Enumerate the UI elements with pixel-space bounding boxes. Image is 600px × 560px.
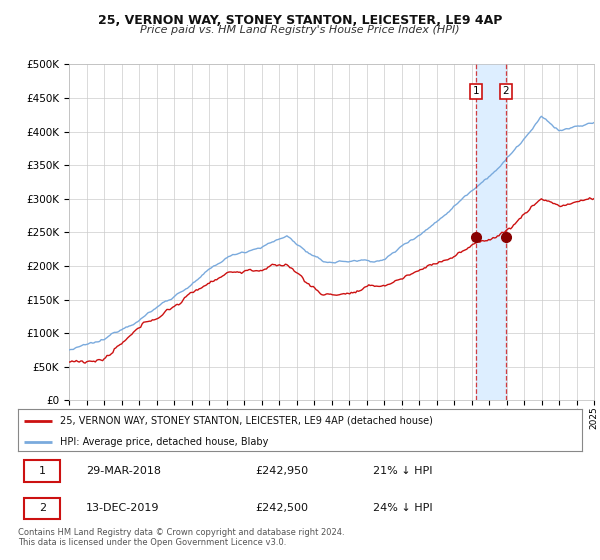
Bar (476, 64, 506, 400)
Text: HPI: Average price, detached house, Blaby: HPI: Average price, detached house, Blab… (60, 437, 269, 446)
Text: 21% ↓ HPI: 21% ↓ HPI (373, 466, 433, 476)
Text: £242,950: £242,950 (255, 466, 308, 476)
FancyBboxPatch shape (23, 460, 60, 482)
Text: 24% ↓ HPI: 24% ↓ HPI (373, 503, 433, 513)
Text: £242,500: £242,500 (255, 503, 308, 513)
Text: 1: 1 (39, 466, 46, 476)
Text: Contains HM Land Registry data © Crown copyright and database right 2024.
This d: Contains HM Land Registry data © Crown c… (18, 528, 344, 547)
Text: 1: 1 (472, 86, 479, 96)
Text: Price paid vs. HM Land Registry's House Price Index (HPI): Price paid vs. HM Land Registry's House … (140, 25, 460, 35)
Text: 25, VERNON WAY, STONEY STANTON, LEICESTER, LE9 4AP (detached house): 25, VERNON WAY, STONEY STANTON, LEICESTE… (60, 416, 433, 426)
Text: 2: 2 (502, 86, 509, 96)
Text: 2: 2 (38, 503, 46, 513)
Text: 29-MAR-2018: 29-MAR-2018 (86, 466, 161, 476)
Text: 25, VERNON WAY, STONEY STANTON, LEICESTER, LE9 4AP: 25, VERNON WAY, STONEY STANTON, LEICESTE… (98, 14, 502, 27)
FancyBboxPatch shape (23, 498, 60, 519)
Text: 13-DEC-2019: 13-DEC-2019 (86, 503, 159, 513)
